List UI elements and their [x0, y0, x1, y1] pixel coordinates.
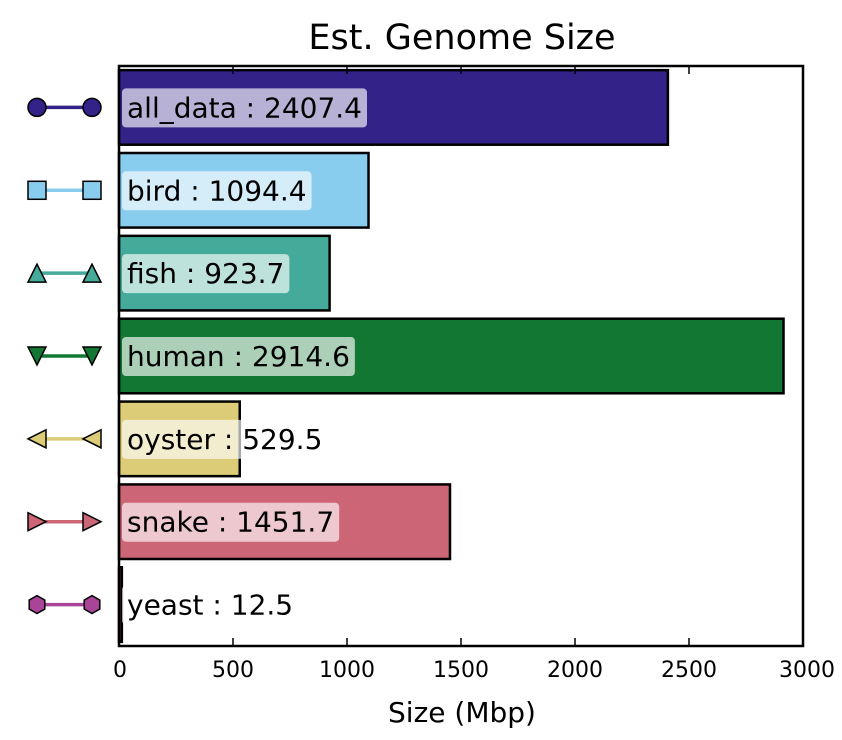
legend-marker-shape — [27, 511, 48, 532]
bar-label-all_data: all_data : 2407.4 — [127, 91, 362, 124]
x-tick-label-1000: 1000 — [319, 658, 375, 683]
legend-marker-human — [26, 346, 103, 367]
bar-label-bg-yeast — [122, 585, 299, 625]
bar-label-bg-human — [122, 337, 355, 376]
legend-marker-shape — [27, 97, 47, 118]
legend-marker-shape — [26, 262, 48, 283]
bar-label-fish: fish : 923.7 — [127, 257, 284, 290]
bar-label-bg-snake — [122, 502, 340, 542]
x-tick-label-2000: 2000 — [547, 658, 603, 683]
x-axis-label: Size (Mbp) — [388, 696, 536, 729]
legend-marker-shape — [81, 428, 102, 450]
bar-label-bg-fish — [122, 254, 290, 294]
bar-label-bg-bird — [122, 171, 312, 211]
legend-marker-oyster — [26, 428, 102, 450]
legend-marker-bird — [27, 180, 102, 201]
legend-marker-shape — [82, 97, 102, 118]
x-tick-label-1500: 1500 — [433, 658, 489, 683]
bar-label-bg-all_data — [122, 88, 367, 128]
legend-marker-shape — [83, 594, 101, 615]
legend-marker-shape — [27, 180, 47, 201]
bar-label-bg-oyster — [122, 419, 328, 459]
x-tick-label-3000: 3000 — [779, 658, 835, 683]
legend-marker-snake — [27, 511, 103, 532]
legend-markers — [26, 97, 103, 615]
chart-title: Est. Genome Size — [308, 18, 615, 58]
bar-label-oyster: oyster : 529.5 — [127, 423, 322, 456]
legend-marker-shape — [26, 428, 47, 450]
bar-human — [117, 317, 785, 395]
legend-marker-shape — [81, 346, 103, 367]
x-axis: 0 500 1000 1500 2000 2500 3000 — [113, 66, 835, 683]
legend-marker-yeast — [28, 594, 101, 615]
bars-layer: all_data : 2407.4 bird : 1094.4 fish : 923… — [117, 68, 785, 644]
bar-label-bird: bird : 1094.4 — [127, 174, 307, 207]
legend-marker-shape — [81, 262, 103, 283]
bar-label-snake: snake : 1451.7 — [127, 506, 334, 539]
bar-label-yeast: yeast : 12.5 — [127, 589, 293, 622]
legend-marker-fish — [26, 262, 103, 283]
x-tick-label-0: 0 — [113, 658, 127, 683]
legend-marker-shape — [28, 594, 46, 615]
x-tick-label-500: 500 — [212, 658, 254, 683]
legend-marker-all_data — [27, 97, 102, 118]
legend-marker-shape — [82, 511, 103, 532]
legend-marker-shape — [26, 346, 48, 367]
x-tick-label-2500: 2500 — [661, 658, 717, 683]
legend-marker-shape — [82, 180, 102, 201]
bar-label-human: human : 2914.6 — [127, 340, 350, 373]
